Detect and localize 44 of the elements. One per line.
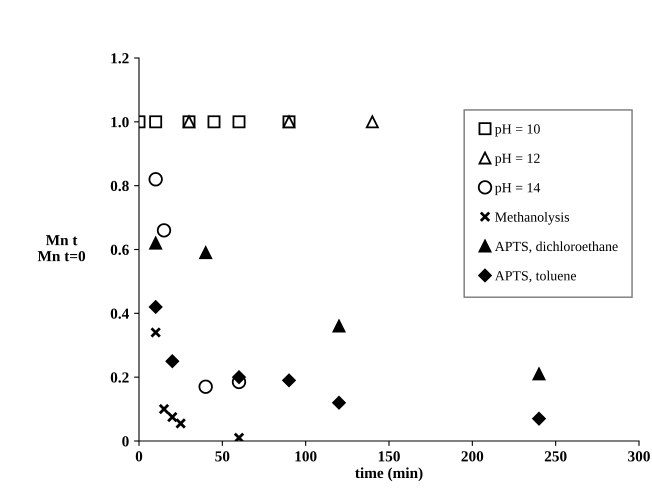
point bbox=[158, 404, 170, 415]
point bbox=[208, 115, 220, 128]
legend-label: APTS, dichloroethane bbox=[494, 241, 618, 254]
x-tick-label: 300 bbox=[628, 451, 650, 462]
point bbox=[366, 115, 379, 128]
point bbox=[148, 300, 162, 314]
x-axis-title: time (min) bbox=[355, 467, 422, 482]
point bbox=[175, 418, 186, 430]
point bbox=[166, 354, 180, 368]
y-tick-label: 0.6 bbox=[110, 244, 129, 256]
legend-label: Methanolysis bbox=[495, 212, 570, 225]
point bbox=[532, 368, 546, 380]
point bbox=[232, 370, 246, 384]
x-tick-label: 0 bbox=[136, 451, 142, 462]
x-tick-label: 50 bbox=[215, 451, 230, 462]
point bbox=[149, 115, 162, 128]
y-tick-label: 0.8 bbox=[110, 180, 129, 192]
point bbox=[156, 223, 172, 238]
point bbox=[198, 380, 213, 394]
legend-label: pH = 10 bbox=[494, 124, 540, 136]
point bbox=[332, 396, 346, 410]
legend-label: pH = 12 bbox=[494, 154, 540, 166]
point bbox=[232, 115, 246, 128]
x-tick-label: 200 bbox=[462, 451, 484, 462]
point bbox=[149, 236, 162, 250]
y-tick-label: 1.0 bbox=[111, 116, 129, 128]
x-tick-label: 250 bbox=[544, 451, 567, 462]
point bbox=[332, 320, 346, 333]
point bbox=[233, 432, 245, 441]
point bbox=[166, 412, 178, 423]
y-tick-label: 0 bbox=[122, 436, 129, 446]
y-tick-label: 0.4 bbox=[110, 308, 129, 319]
y-tick-label: 1.2 bbox=[111, 53, 129, 64]
legend-label: pH = 14 bbox=[494, 183, 540, 196]
point bbox=[282, 374, 296, 388]
y-tick-label: 0.2 bbox=[110, 372, 129, 383]
x-tick-label: 100 bbox=[295, 451, 317, 462]
point bbox=[199, 246, 212, 260]
point bbox=[148, 172, 163, 186]
point bbox=[532, 412, 546, 426]
y-axis-title: Mn t Mn t=0 bbox=[38, 235, 86, 262]
x-tick-label: 150 bbox=[378, 451, 400, 462]
point bbox=[150, 326, 162, 338]
legend-label: APTS, toluene bbox=[494, 270, 576, 282]
